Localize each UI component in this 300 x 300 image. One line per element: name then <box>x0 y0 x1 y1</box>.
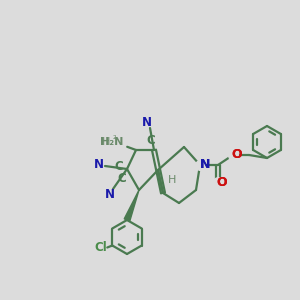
Text: N: N <box>200 158 210 172</box>
Text: H: H <box>168 175 176 185</box>
Text: N: N <box>200 158 210 172</box>
Text: H: H <box>102 137 110 147</box>
Text: N: N <box>142 116 152 130</box>
Text: O: O <box>232 148 242 161</box>
Text: C: C <box>118 172 127 185</box>
Text: ₂: ₂ <box>113 132 117 141</box>
Text: C: C <box>147 134 156 147</box>
Polygon shape <box>124 190 139 221</box>
Text: C: C <box>114 160 123 173</box>
Text: N: N <box>105 188 115 200</box>
Text: O: O <box>232 148 242 161</box>
Text: Cl: Cl <box>94 241 107 254</box>
Text: O: O <box>217 176 227 188</box>
Text: O: O <box>217 176 227 188</box>
Text: H₂N: H₂N <box>100 137 124 147</box>
Text: N: N <box>94 158 104 172</box>
